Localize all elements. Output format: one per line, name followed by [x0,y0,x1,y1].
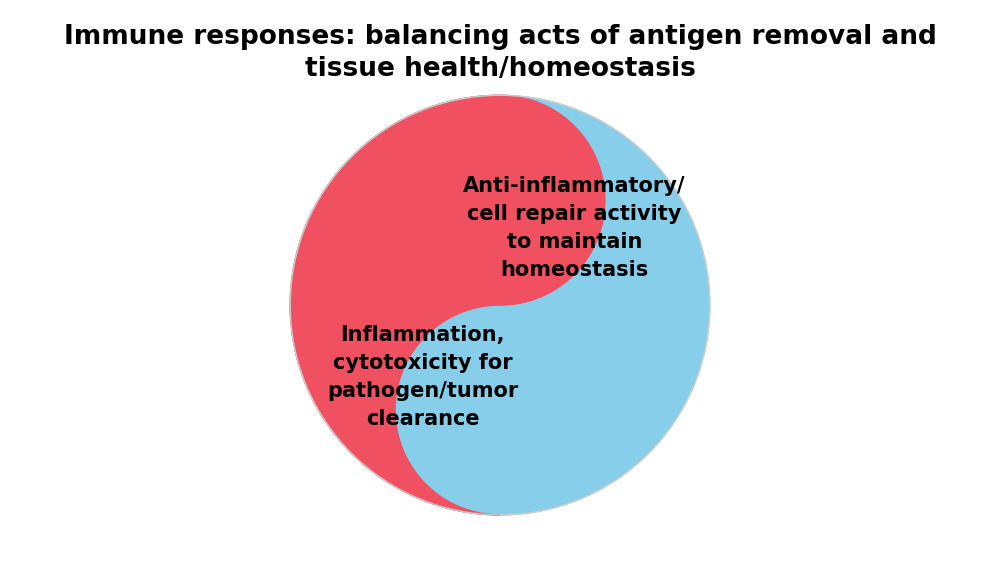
Polygon shape [290,95,605,515]
Text: Inflammation,
cytotoxicity for
pathogen/tumor
clearance: Inflammation, cytotoxicity for pathogen/… [327,325,518,429]
Circle shape [290,95,710,515]
Text: Anti-inflammatory/
cell repair activity
to maintain
homeostasis: Anti-inflammatory/ cell repair activity … [463,176,686,280]
Text: Immune responses: balancing acts of antigen removal and
tissue health/homeostasi: Immune responses: balancing acts of anti… [64,24,936,82]
